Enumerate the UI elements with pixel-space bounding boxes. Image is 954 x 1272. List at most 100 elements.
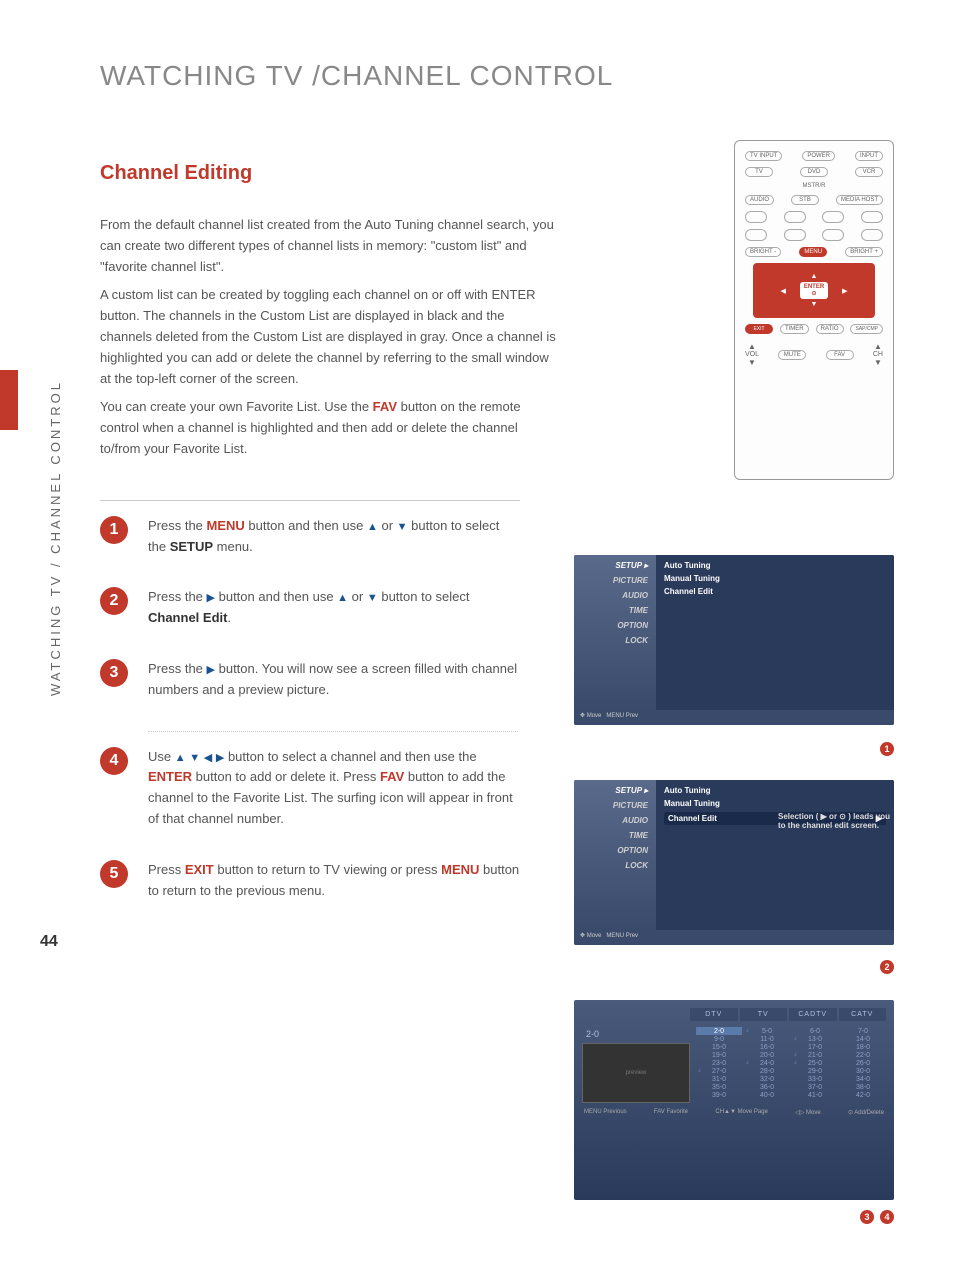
page-title: WATCHING TV /CHANNEL CONTROL xyxy=(100,60,914,92)
channel-cell: 29-0 xyxy=(792,1067,838,1075)
remote-mstr: MSTR/R xyxy=(803,183,826,189)
channel-cell: 39-0 xyxy=(696,1091,742,1099)
menu-side-item: TIME xyxy=(578,831,652,840)
side-red-tab xyxy=(0,370,18,430)
channel-current: 2-0 xyxy=(582,1025,690,1043)
menu-side-item: PICTURE xyxy=(578,801,652,810)
menu-side-item: PICTURE xyxy=(578,576,652,585)
menu-item-chedit: Channel Edit xyxy=(664,587,886,596)
remote-timer: TIMER xyxy=(780,324,809,334)
channel-cell: ♪24-0 xyxy=(744,1059,790,1067)
menu-item-auto: Auto Tuning xyxy=(664,561,886,570)
channel-cell: 34-0 xyxy=(840,1075,886,1083)
channel-cell: 30-0 xyxy=(840,1067,886,1075)
channel-cell: 18-0 xyxy=(840,1043,886,1051)
badge-1: 1 xyxy=(880,742,894,756)
channel-footer: MENU PreviousFAV FavoriteCH▲▼ Move Page◁… xyxy=(582,1109,886,1116)
channel-cell: 37-0 xyxy=(792,1083,838,1091)
step-dotted-sep xyxy=(148,731,518,732)
channel-cell: 7-0 xyxy=(840,1027,886,1035)
channel-cell: 15-0 xyxy=(696,1043,742,1051)
remote-exit: EXIT xyxy=(745,324,773,334)
step-text: Press the MENU button and then use ▲ or … xyxy=(148,516,520,558)
channel-cell: 20-0 xyxy=(744,1051,790,1059)
channel-cell: 36-0 xyxy=(744,1083,790,1091)
intro-p1: From the default channel list created fr… xyxy=(100,215,560,277)
remote-rew-icon xyxy=(745,229,767,241)
channel-cell: 41-0 xyxy=(792,1091,838,1099)
channel-footer-item: ⊙ Add/Delete xyxy=(848,1109,884,1116)
remote-tvinput: TV INPUT xyxy=(745,151,782,161)
channel-cell: 28-0 xyxy=(744,1067,790,1075)
step-text: Press the ▶ button and then use ▲ or ▼ b… xyxy=(148,587,520,629)
remote-fav: FAV xyxy=(826,350,854,360)
channel-cell: 26-0 xyxy=(840,1059,886,1067)
step-row: 1 Press the MENU button and then use ▲ or… xyxy=(100,516,520,558)
menu-item-auto-2: Auto Tuning xyxy=(664,786,886,795)
remote-input: INPUT xyxy=(855,151,883,161)
channel-col: 7-014-018-022-026-030-034-038-042-0 xyxy=(840,1027,886,1103)
menu-side-item: SETUP ▸ xyxy=(578,786,652,795)
remote-stop-icon xyxy=(745,211,767,223)
remote-vcr: VCR xyxy=(855,167,883,177)
step-number: 4 xyxy=(100,747,128,775)
remote-enter: ENTER⊙ xyxy=(800,282,828,299)
remote-mute: MUTE xyxy=(778,350,806,360)
step-number: 5 xyxy=(100,860,128,888)
intro-p3: You can create your own Favorite List. U… xyxy=(100,397,560,459)
dpad-left-icon: ◀ xyxy=(780,287,785,295)
channel-col: 6-0♪13-017-0♪21-0♪25-029-033-037-041-0 xyxy=(792,1027,838,1103)
remote-ff-icon xyxy=(861,229,883,241)
step-row: 3 Press the ▶ button. You will now see a … xyxy=(100,659,520,701)
menu-footer-2: ✥ Move MENU Prev xyxy=(574,930,894,945)
channel-cell: 14-0 xyxy=(840,1035,886,1043)
channel-tab: DTV xyxy=(690,1008,738,1021)
surf-icon: ♪ xyxy=(746,1060,749,1066)
step-number: 1 xyxy=(100,516,128,544)
channel-grid-screenshot: DTVTVCADTVCATV 2-0 preview ♪2-09-015-019… xyxy=(574,1000,894,1200)
menu-footer-1: ✥ Move MENU Prev xyxy=(574,710,894,725)
surf-icon: ♪ xyxy=(794,1036,797,1042)
channel-cell: 17-0 xyxy=(792,1043,838,1051)
surf-icon: ♪ xyxy=(794,1052,797,1058)
remote-media: MEDIA HOST xyxy=(836,195,883,205)
channel-cell: ♪2-0 xyxy=(696,1027,742,1035)
menu-main-1: Auto Tuning Manual Tuning Channel Edit xyxy=(656,555,894,710)
remote-stb: STB xyxy=(791,195,819,205)
channel-tab: CADTV xyxy=(789,1008,837,1021)
remote-tv: TV xyxy=(745,167,773,177)
dpad-up-icon: ▲ xyxy=(761,273,867,280)
step-number: 2 xyxy=(100,587,128,615)
step-text: Press the ▶ button. You will now see a s… xyxy=(148,659,520,701)
remote-illustration: TV INPUT POWER INPUT TV DVD VCR MSTR/R A… xyxy=(734,140,894,480)
menu-side-item: AUDIO xyxy=(578,816,652,825)
channel-cell: 33-0 xyxy=(792,1075,838,1083)
remote-bright-minus: BRIGHT - xyxy=(745,247,781,257)
step-row: 5Press EXIT button to return to TV viewi… xyxy=(100,860,520,902)
channel-cell: 40-0 xyxy=(744,1091,790,1099)
channel-cell: 42-0 xyxy=(840,1091,886,1099)
dpad-right-icon: ▶ xyxy=(842,287,847,295)
intro-block: From the default channel list created fr… xyxy=(100,215,560,460)
channel-cell: 22-0 xyxy=(840,1051,886,1059)
menu-sidebar-2: SETUP ▸PICTUREAUDIOTIMEOPTIONLOCK xyxy=(574,780,656,930)
menu-hint: Selection ( ▶ or ⊙ ) leads you to the ch… xyxy=(774,808,894,834)
channel-cell: 6-0 xyxy=(792,1027,838,1035)
channel-cell: ♪25-0 xyxy=(792,1059,838,1067)
channel-cell: ♪21-0 xyxy=(792,1051,838,1059)
surf-icon: ♪ xyxy=(746,1028,749,1034)
menu-main-2: Auto Tuning Manual Tuning Channel Edit ▶… xyxy=(656,780,894,930)
remote-ratio: RATIO xyxy=(816,324,844,334)
remote-vol: ▲VOL▼ xyxy=(745,342,759,367)
badge-4: 4 xyxy=(880,1210,894,1224)
remote-ch: ▲CH▼ xyxy=(873,342,883,367)
side-vertical-text: WATCHING TV / CHANNEL CONTROL xyxy=(48,380,63,696)
menu-sidebar-1: SETUP ▸PICTUREAUDIOTIMEOPTIONLOCK xyxy=(574,555,656,710)
channel-cell: 16-0 xyxy=(744,1043,790,1051)
channel-tabs: DTVTVCADTVCATV xyxy=(690,1008,886,1021)
channel-preview: preview xyxy=(582,1043,690,1103)
channel-cell: 35-0 xyxy=(696,1083,742,1091)
step-number: 3 xyxy=(100,659,128,687)
channel-footer-item: CH▲▼ Move Page xyxy=(715,1109,768,1116)
remote-sap: SAP/CMP xyxy=(850,324,883,334)
